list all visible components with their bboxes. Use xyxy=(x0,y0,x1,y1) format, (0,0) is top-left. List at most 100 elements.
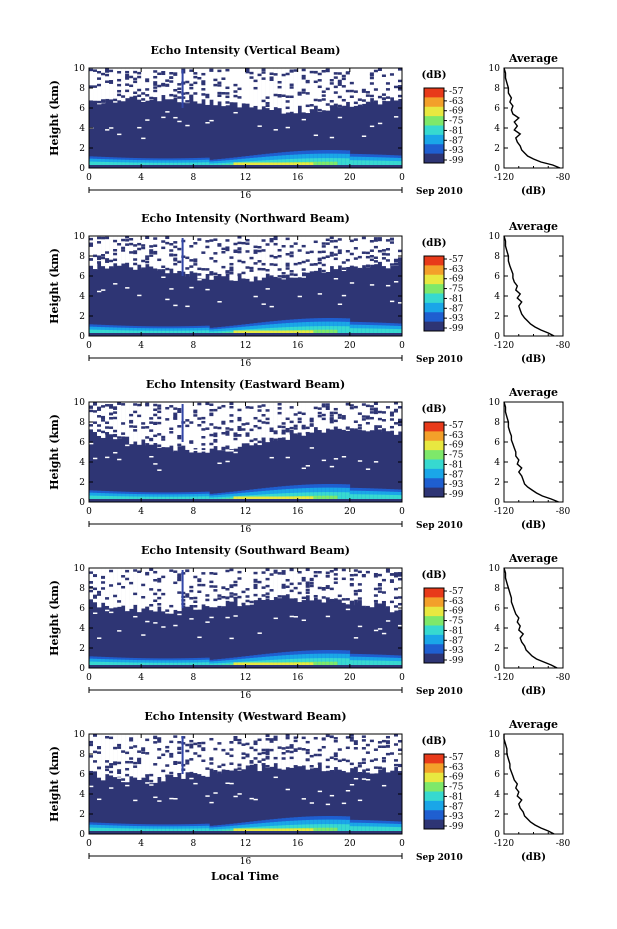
echo-cell xyxy=(393,661,399,665)
echo-cell xyxy=(365,328,371,333)
echo-cell xyxy=(177,496,182,499)
echo-cell xyxy=(133,761,138,765)
no-data-cell xyxy=(273,129,278,131)
echo-cell xyxy=(229,592,234,595)
echo-cell xyxy=(105,735,110,739)
no-data-cell xyxy=(121,402,126,437)
no-data-cell xyxy=(241,68,246,104)
echo-cell xyxy=(293,424,298,428)
echo-cell xyxy=(189,831,194,834)
no-data-cell xyxy=(117,568,122,607)
echo-cell xyxy=(133,765,138,768)
echo-cell xyxy=(173,257,178,261)
echo-cell xyxy=(385,831,391,834)
x-tick-label: 16 xyxy=(292,341,304,351)
no-data-cell xyxy=(109,568,114,609)
echo-cell xyxy=(397,418,403,422)
echo-cell xyxy=(281,73,286,77)
echo-cell xyxy=(285,162,290,165)
echo-cell xyxy=(161,162,166,165)
echo-cell xyxy=(305,585,311,588)
echo-cell xyxy=(133,831,138,834)
no-data-cell xyxy=(97,568,102,608)
echo-cell xyxy=(97,257,102,261)
echo-cell xyxy=(353,90,359,93)
echo-cell xyxy=(153,592,158,596)
echo-cell xyxy=(109,569,114,573)
echo-cell xyxy=(361,99,367,102)
echo-cell xyxy=(217,494,222,499)
echo-cell xyxy=(237,434,242,437)
echo-cell xyxy=(293,262,298,266)
echo-cell xyxy=(393,259,399,263)
echo-cell xyxy=(209,829,214,831)
echo-cell xyxy=(125,73,130,77)
colorbar-segment xyxy=(424,759,444,762)
no-data-cell xyxy=(149,784,154,786)
echo-cell xyxy=(165,826,170,831)
echo-cell xyxy=(185,759,190,763)
echo-cell xyxy=(381,252,387,256)
echo-cell xyxy=(105,236,110,240)
panel-title: Echo Intensity (Westward Beam) xyxy=(144,710,346,723)
echo-cell xyxy=(349,736,355,740)
echo-cell xyxy=(129,662,134,665)
echo-cell xyxy=(193,410,198,414)
echo-cell xyxy=(113,165,118,168)
colorbar-tick-label: -75 xyxy=(449,285,464,295)
echo-cell xyxy=(277,162,282,165)
echo-cell xyxy=(397,748,403,752)
echo-cell xyxy=(257,333,262,336)
echo-cell xyxy=(305,251,311,254)
echo-cell xyxy=(213,829,218,831)
echo-cell xyxy=(149,831,154,834)
x-tick-label: 8 xyxy=(190,507,196,517)
echo-cell xyxy=(113,828,118,831)
echo-cell xyxy=(105,333,110,336)
echo-cell xyxy=(89,827,94,831)
echo-cell xyxy=(353,160,359,165)
no-data-cell xyxy=(209,119,214,122)
echo-cell xyxy=(297,411,302,415)
echo-cell xyxy=(153,599,158,602)
echo-cell xyxy=(257,405,262,408)
echo-cell xyxy=(325,499,331,502)
no-data-cell xyxy=(257,402,262,446)
echo-cell xyxy=(133,828,138,831)
echo-cell xyxy=(121,499,126,502)
echo-cell xyxy=(145,831,150,834)
echo-cell xyxy=(269,662,274,665)
echo-cell xyxy=(273,571,278,574)
echo-cell xyxy=(133,826,138,831)
echo-cell xyxy=(297,162,302,165)
colorbar-tick-label: -57 xyxy=(449,587,464,597)
echo-cell xyxy=(193,831,198,834)
echo-cell xyxy=(377,425,383,428)
echo-cell xyxy=(333,499,339,502)
echo-cell xyxy=(121,165,126,168)
no-data-cell xyxy=(349,402,355,430)
echo-cell xyxy=(221,831,226,834)
colorbar-segment xyxy=(424,819,444,822)
echo-cell xyxy=(293,765,298,768)
no-data-cell xyxy=(133,615,138,618)
echo-cell xyxy=(349,826,355,831)
echo-cell xyxy=(277,493,282,499)
echo-cell xyxy=(113,406,118,409)
echo-cell xyxy=(101,329,106,333)
echo-cell xyxy=(141,496,146,499)
echo-cell xyxy=(137,759,142,763)
echo-cell xyxy=(377,95,383,99)
echo-cell xyxy=(229,662,234,665)
echo-cell xyxy=(257,245,262,249)
echo-cell xyxy=(333,239,339,243)
no-data-cell xyxy=(273,734,278,764)
echo-cell xyxy=(185,828,190,831)
echo-cell xyxy=(301,828,306,831)
echo-cell xyxy=(265,592,270,595)
colorbar-segment xyxy=(424,649,444,653)
echo-cell xyxy=(369,160,375,165)
echo-cell xyxy=(229,269,234,272)
echo-cell xyxy=(397,596,403,599)
no-data-cell xyxy=(381,68,387,101)
